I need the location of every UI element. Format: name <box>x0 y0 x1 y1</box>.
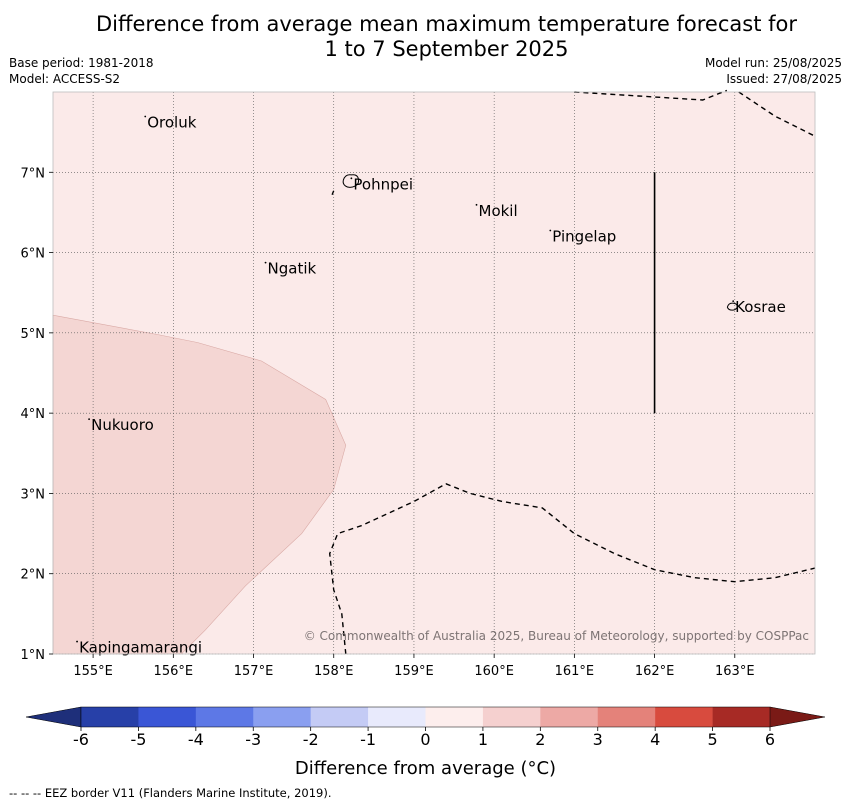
colorbar-tick-label: 6 <box>765 730 775 749</box>
lat-tick-label: 2°N <box>21 568 46 583</box>
colorbar-segment <box>310 707 369 727</box>
colorbar-segment <box>368 707 426 727</box>
lat-tick-label: 5°N <box>21 327 46 342</box>
colorbar-over-arrow <box>769 706 826 728</box>
meta-right: Model run: 25/08/2025 Issued: 27/08/2025 <box>705 55 842 87</box>
colorbar-tick-label: -4 <box>188 730 204 749</box>
meta-left: Base period: 1981-2018 Model: ACCESS-S2 <box>9 55 154 87</box>
colorbar-tick-label: 4 <box>650 730 660 749</box>
title-line-2: 1 to 7 September 2025 <box>324 37 569 61</box>
place-marker <box>76 640 78 643</box>
colorbar-segment <box>138 707 197 727</box>
colorbar-tick-label: 2 <box>535 730 545 749</box>
base-period: Base period: 1981-2018 <box>9 56 154 70</box>
islands <box>342 174 738 311</box>
lat-tick-label: 1°N <box>21 648 46 663</box>
eez-footnote: -- -- -- EEZ border V11 (Flanders Marine… <box>9 786 332 800</box>
model-run: Model run: 25/08/2025 <box>704 56 842 70</box>
eez-border-line <box>738 91 816 137</box>
place-marker <box>549 229 552 232</box>
lon-tick-label: 158°E <box>314 664 354 679</box>
axis-labels: 155°E 156°E 157°E 158°E 159°E 160°E 161°E 162°E… <box>21 166 755 679</box>
colorbar-tick-label: 0 <box>420 730 430 749</box>
colorbar-segment <box>253 707 311 727</box>
place-label: Nukuoro <box>91 416 154 434</box>
place-label: Oroluk <box>147 114 196 132</box>
place-label: Kapingamarangi <box>79 639 202 657</box>
colorbar-segment <box>540 707 599 727</box>
chart-title: Difference from average mean maximum tem… <box>0 12 850 62</box>
lat-tick-label: 7°N <box>21 166 46 181</box>
pohnpei-outline <box>342 174 360 188</box>
colorbar <box>25 706 826 728</box>
colorbar-segment <box>195 707 254 727</box>
colorbar-tick-label: 5 <box>707 730 717 749</box>
place-marker <box>264 261 267 264</box>
place-marker <box>475 203 478 206</box>
colorbar-tick-label: -2 <box>303 730 319 749</box>
issued-date: Issued: 27/08/2025 <box>726 72 842 86</box>
colorbar-segment <box>712 707 771 727</box>
lon-tick-label: 157°E <box>234 664 274 679</box>
colorbar-tick-label: -3 <box>245 730 261 749</box>
lon-tick-label: 160°E <box>474 664 514 679</box>
lon-tick-label: 163°E <box>715 664 755 679</box>
colorbar-under-arrow <box>25 706 82 728</box>
colorbar-segment <box>81 707 139 727</box>
colorbar-tick-label: 1 <box>478 730 488 749</box>
lat-tick-label: 3°N <box>21 487 46 502</box>
place-marker <box>350 177 353 180</box>
eez-borders <box>328 89 816 655</box>
place-labels: Oroluk Pohnpei Mokil Pingelap Ngatik Kosrae Nu… <box>76 114 786 657</box>
lon-tick-label: 156°E <box>154 664 194 679</box>
map-frame <box>52 91 816 655</box>
copyright-text: © Commonwealth of Australia 2025, Bureau… <box>304 629 809 643</box>
place-label: Pingelap <box>552 228 616 246</box>
colorbar-tick-label: 3 <box>593 730 603 749</box>
place-label: Pohnpei <box>353 175 413 193</box>
model-name: Model: ACCESS-S2 <box>9 72 121 86</box>
lon-tick-label: 161°E <box>555 664 595 679</box>
place-marker <box>88 418 90 421</box>
place-label: Mokil <box>479 202 518 220</box>
place-marker <box>144 115 147 118</box>
lat-tick-label: 6°N <box>21 247 46 262</box>
eez-border-line <box>331 190 335 196</box>
colorbar-tick-label: -6 <box>73 730 89 749</box>
colorbar-tick-label: -5 <box>130 730 146 749</box>
colorbar-tick-label: -1 <box>360 730 376 749</box>
place-label: Kosrae <box>735 298 786 316</box>
colorbar-ticks: -6 -5 -4 -3 -2 -1 0 1 2 3 4 5 6 <box>73 727 775 749</box>
colorbar-label: Difference from average (°C) <box>295 758 556 779</box>
colorbar-segment <box>425 707 484 727</box>
place-label: Ngatik <box>268 260 317 278</box>
colorbar-segment <box>597 707 656 727</box>
kosrae-outline <box>726 302 738 311</box>
lon-tick-label: 155°E <box>73 664 113 679</box>
colorbar-segment <box>655 707 713 727</box>
title-line-1: Difference from average mean maximum tem… <box>96 12 797 36</box>
lon-tick-label: 162°E <box>635 664 675 679</box>
lat-tick-label: 4°N <box>21 407 46 422</box>
colorbar-segment <box>482 707 541 727</box>
place-marker <box>732 300 735 303</box>
lon-tick-label: 159°E <box>394 664 434 679</box>
